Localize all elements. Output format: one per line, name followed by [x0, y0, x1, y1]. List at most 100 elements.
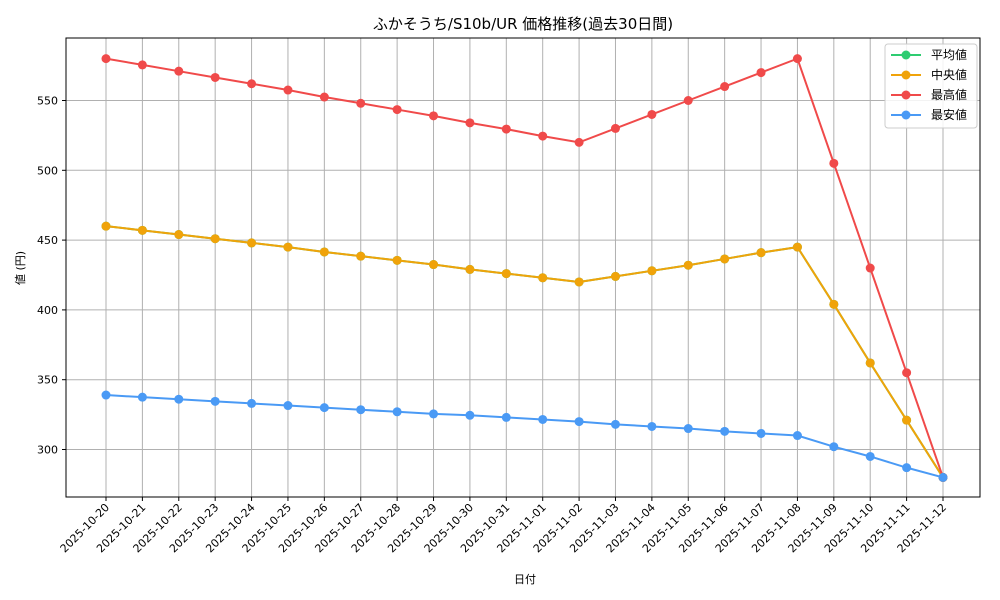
data-point	[720, 426, 730, 436]
y-axis-label: 値 (円)	[14, 251, 27, 285]
data-point	[101, 54, 111, 64]
data-point	[538, 131, 548, 141]
data-point	[756, 68, 766, 78]
legend-label: 平均値	[931, 47, 967, 62]
legend-label: 中央値	[931, 67, 967, 82]
legend-label: 最安値	[931, 107, 967, 122]
data-point	[283, 401, 293, 411]
legend-label: 最高値	[931, 87, 967, 102]
data-point	[174, 394, 184, 404]
data-point	[210, 72, 220, 82]
legend-marker-icon	[901, 50, 911, 60]
data-point	[319, 92, 329, 102]
data-point	[610, 419, 620, 429]
data-point	[647, 421, 657, 431]
data-point	[429, 111, 439, 121]
data-point	[247, 398, 257, 408]
data-point	[247, 79, 257, 89]
data-point	[829, 158, 839, 168]
data-point	[829, 299, 839, 309]
data-point	[501, 269, 511, 279]
series-lines	[101, 54, 948, 482]
data-point	[356, 405, 366, 415]
data-point	[720, 254, 730, 264]
data-point	[137, 60, 147, 70]
data-point	[174, 230, 184, 240]
x-axis-ticks: 2025-10-202025-10-212025-10-222025-10-23…	[58, 497, 949, 555]
grid	[66, 38, 980, 497]
data-point	[610, 271, 620, 281]
data-point	[137, 392, 147, 402]
data-point	[392, 255, 402, 265]
data-point	[683, 424, 693, 434]
data-point	[720, 82, 730, 92]
data-point	[501, 124, 511, 134]
data-point	[210, 396, 220, 406]
data-point	[283, 85, 293, 95]
data-point	[137, 225, 147, 235]
series-line	[105, 225, 944, 478]
data-point	[356, 98, 366, 108]
data-point	[465, 410, 475, 420]
y-tick-label: 300	[37, 444, 58, 457]
y-axis-ticks: 300 350 400 450 500 550	[37, 95, 66, 457]
y-tick-label: 350	[37, 374, 58, 387]
data-point	[902, 463, 912, 473]
data-point	[538, 414, 548, 424]
data-point	[756, 428, 766, 438]
x-axis-label: 日付	[514, 573, 536, 586]
series-line	[105, 225, 944, 478]
legend-marker-icon	[901, 110, 911, 120]
series-line	[105, 57, 944, 478]
data-point	[210, 234, 220, 244]
y-tick-label: 500	[37, 164, 58, 177]
data-point	[538, 273, 548, 283]
data-point	[101, 390, 111, 400]
series-1	[101, 221, 948, 482]
data-point	[392, 407, 402, 417]
data-point	[501, 412, 511, 422]
data-point	[465, 264, 475, 274]
legend-box	[884, 43, 978, 129]
data-point	[756, 248, 766, 258]
data-point	[792, 54, 802, 64]
data-point	[865, 263, 875, 273]
chart-title: ふかそうち/S10b/UR 価格推移(過去30日間)	[373, 15, 673, 33]
data-point	[319, 403, 329, 413]
data-point	[101, 221, 111, 231]
data-point	[429, 260, 439, 270]
data-point	[465, 118, 475, 128]
data-point	[865, 451, 875, 461]
data-point	[247, 238, 257, 248]
data-point	[647, 266, 657, 276]
legend-marker-icon	[901, 70, 911, 80]
data-point	[356, 251, 366, 261]
data-point	[792, 242, 802, 252]
data-point	[174, 66, 184, 76]
data-point	[792, 431, 802, 441]
data-point	[683, 96, 693, 105]
data-point	[283, 242, 293, 252]
data-point	[865, 358, 875, 368]
data-point	[574, 277, 584, 287]
plot-frame	[65, 37, 981, 498]
data-point	[429, 409, 439, 419]
data-point	[574, 137, 584, 147]
data-point	[319, 247, 329, 257]
data-point	[902, 415, 912, 425]
data-point	[574, 417, 584, 427]
series-line	[105, 394, 944, 479]
y-tick-label: 450	[37, 234, 58, 247]
data-point	[392, 105, 402, 115]
data-point	[902, 368, 912, 378]
data-point	[610, 123, 620, 133]
series-2	[101, 54, 948, 482]
data-point	[683, 260, 693, 270]
series-3	[101, 390, 948, 482]
data-point	[938, 472, 948, 482]
y-tick-label: 550	[37, 95, 58, 108]
data-point	[647, 109, 657, 119]
legend-marker-icon	[901, 90, 911, 100]
